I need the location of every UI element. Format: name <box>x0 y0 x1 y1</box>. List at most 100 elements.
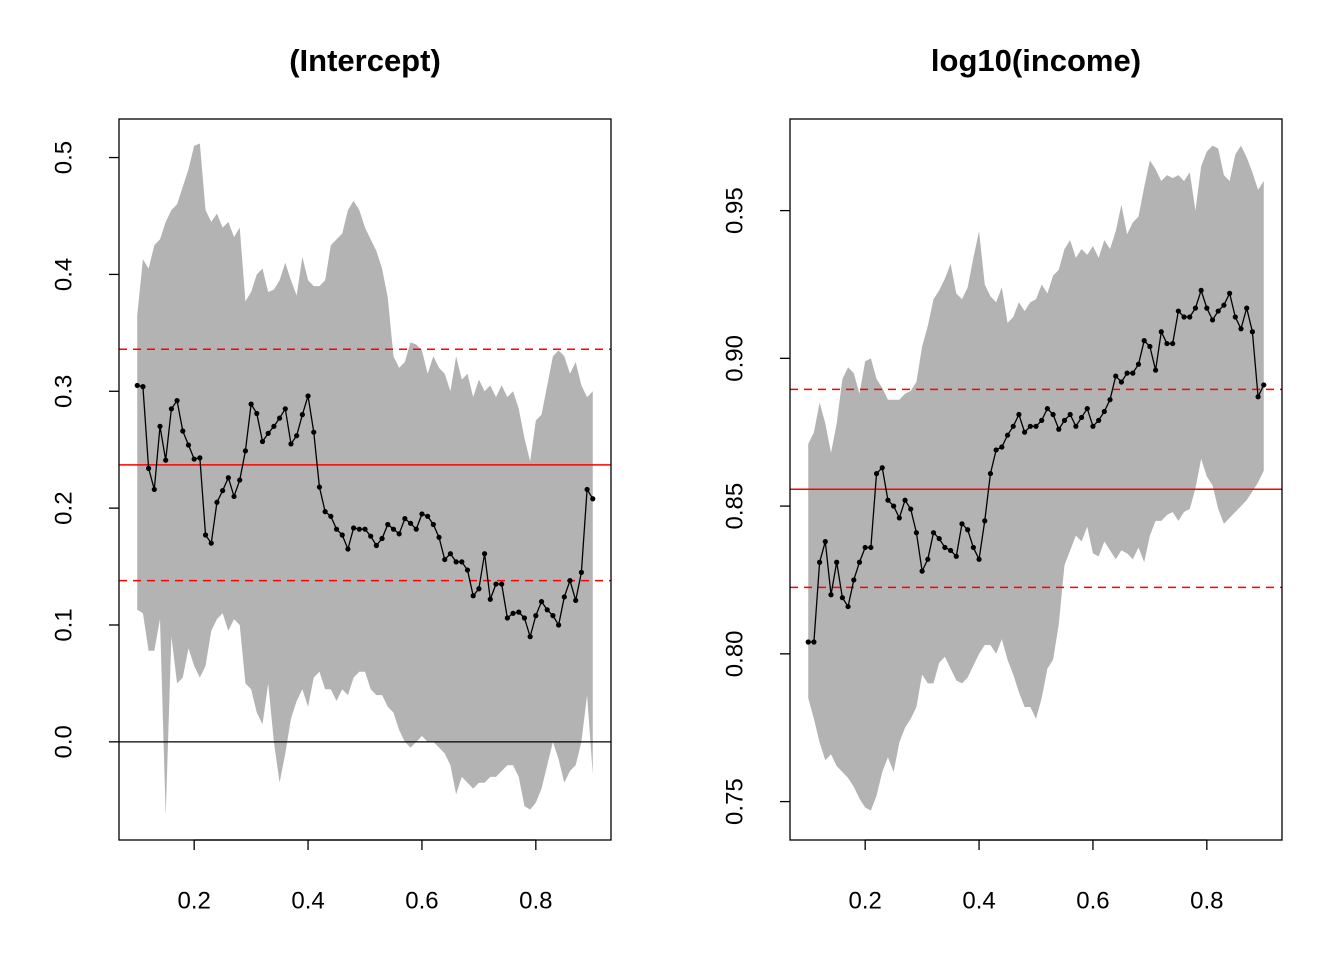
estimate-point <box>339 532 345 538</box>
estimate-point <box>1033 423 1039 429</box>
estimate-point <box>248 401 254 407</box>
estimate-point <box>544 607 550 613</box>
estimate-point <box>1118 379 1125 385</box>
estimate-point <box>919 568 925 574</box>
estimate-point <box>294 433 300 439</box>
estimate-point <box>476 586 482 592</box>
estimate-point <box>447 551 454 557</box>
estimate-point <box>1044 405 1050 412</box>
estimate-point <box>521 615 528 621</box>
estimate-point <box>567 577 573 584</box>
estimate-point <box>970 544 976 551</box>
estimate-point <box>1141 338 1147 344</box>
estimate-point <box>811 639 817 645</box>
estimate-point <box>1056 426 1062 432</box>
estimate-point <box>430 521 436 528</box>
estimate-point <box>1152 367 1159 373</box>
y-tick-label: 0.4 <box>50 258 77 291</box>
estimate-point <box>527 634 533 640</box>
estimate-point <box>1039 417 1045 424</box>
estimate-point <box>202 532 209 538</box>
estimate-point <box>396 531 402 537</box>
estimate-point <box>459 559 465 565</box>
estimate-point <box>208 540 214 546</box>
estimate-point <box>1090 423 1096 429</box>
y-tick-label: 0.80 <box>721 630 748 677</box>
estimate-point <box>276 415 283 421</box>
estimate-point <box>254 410 260 417</box>
estimate-point <box>499 581 505 587</box>
estimate-point <box>385 521 391 528</box>
estimate-point <box>533 613 539 619</box>
y-tick-label: 0.3 <box>50 375 77 408</box>
plot-area <box>790 145 1282 811</box>
estimate-point <box>442 556 448 563</box>
estimate-point <box>993 447 999 453</box>
panel-title: log10(income) <box>931 43 1141 78</box>
estimate-point <box>316 484 323 490</box>
estimate-point <box>1249 329 1255 335</box>
estimate-point <box>1181 314 1187 320</box>
estimate-point <box>873 470 880 477</box>
estimate-point <box>504 615 510 621</box>
estimate-point <box>351 525 357 531</box>
estimate-point <box>845 603 851 610</box>
estimate-point <box>1078 414 1085 421</box>
x-tick-label: 0.8 <box>519 887 552 914</box>
estimate-point <box>1010 423 1016 429</box>
estimate-point <box>1158 329 1164 335</box>
estimate-point <box>573 597 579 604</box>
estimate-point <box>436 534 442 540</box>
plot-area <box>119 143 611 816</box>
estimate-point <box>942 544 948 551</box>
estimate-point <box>1221 302 1227 308</box>
estimate-point <box>913 530 920 536</box>
estimate-point <box>1107 397 1113 403</box>
estimate-point <box>930 530 937 536</box>
estimate-point <box>982 518 988 524</box>
estimate-point <box>891 503 897 509</box>
estimate-point <box>356 526 362 532</box>
estimate-point <box>220 488 226 494</box>
estimate-point <box>1004 432 1011 438</box>
y-tick-label: 0.95 <box>721 187 748 234</box>
estimate-point <box>271 423 277 429</box>
estimate-point <box>561 594 567 600</box>
y-tick-label: 0.1 <box>50 608 77 641</box>
estimate-point <box>1084 405 1090 412</box>
estimate-point <box>584 486 590 493</box>
estimate-point <box>590 496 596 502</box>
estimate-point <box>538 599 545 605</box>
y-tick-label: 0.5 <box>50 141 77 174</box>
estimate-point <box>453 559 459 565</box>
estimate-point <box>214 499 220 505</box>
estimate-point <box>146 465 152 471</box>
estimate-point <box>191 456 197 462</box>
estimate-point <box>516 609 522 615</box>
estimate-point <box>231 493 237 500</box>
estimate-point <box>1130 370 1136 376</box>
estimate-point <box>1232 314 1238 320</box>
estimate-point <box>879 465 885 471</box>
estimate-point <box>925 556 931 562</box>
estimate-point <box>419 511 425 517</box>
confidence-band <box>137 143 593 816</box>
estimate-point <box>902 497 908 503</box>
estimate-point <box>1147 343 1153 350</box>
y-tick-label: 0.75 <box>721 778 748 825</box>
estimate-point <box>1255 394 1261 400</box>
estimate-point <box>1261 382 1267 388</box>
panel: (Intercept) 0.2 0.4 0.6 0.8 0.0 0.1 0.2 0.3 0.4 0.… <box>50 43 612 914</box>
estimate-point <box>299 412 305 418</box>
estimate-point <box>987 470 994 477</box>
estimate-point <box>1073 423 1079 429</box>
estimate-point <box>1016 411 1022 418</box>
estimate-point <box>1204 305 1210 311</box>
estimate-point <box>868 544 874 551</box>
estimate-point <box>1124 370 1130 376</box>
estimate-point <box>242 448 249 454</box>
estimate-point <box>1113 373 1119 379</box>
estimate-point <box>856 559 863 565</box>
estimate-point <box>976 556 982 562</box>
estimate-point <box>1209 317 1216 323</box>
